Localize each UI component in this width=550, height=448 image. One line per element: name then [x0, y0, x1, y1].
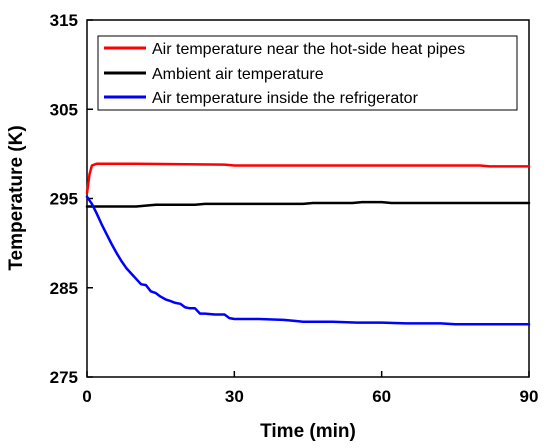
y-tick-label: 275 [50, 368, 78, 387]
legend: Air temperature near the hot-side heat p… [97, 35, 518, 111]
x-tick-label: 30 [225, 387, 244, 406]
y-tick-label: 285 [50, 279, 78, 298]
x-axis-title: Time (min) [260, 421, 356, 442]
legend-label-ambient: Ambient air temperature [152, 66, 324, 83]
x-tick-label: 90 [520, 387, 539, 406]
y-axis-title: Temperature (K) [6, 125, 27, 270]
legend-box [97, 35, 518, 111]
series-lines [85, 162, 531, 326]
legend-label-hot-side: Air temperature near the hot-side heat p… [152, 41, 465, 58]
x-tick-label: 0 [82, 387, 91, 406]
y-tick-label: 305 [50, 100, 78, 119]
x-tick-label: 60 [372, 387, 391, 406]
y-tick-label: 315 [50, 11, 78, 30]
series-line-2 [85, 195, 531, 326]
legend-label-inside: Air temperature inside the refrigerator [152, 90, 419, 107]
series-line-0 [85, 162, 531, 195]
y-axis-ticks: 275 285 295 305 315 [50, 11, 93, 387]
y-tick-label: 295 [50, 190, 78, 209]
x-axis-ticks: 0 30 60 90 [82, 371, 538, 406]
series-line-1 [85, 200, 531, 208]
